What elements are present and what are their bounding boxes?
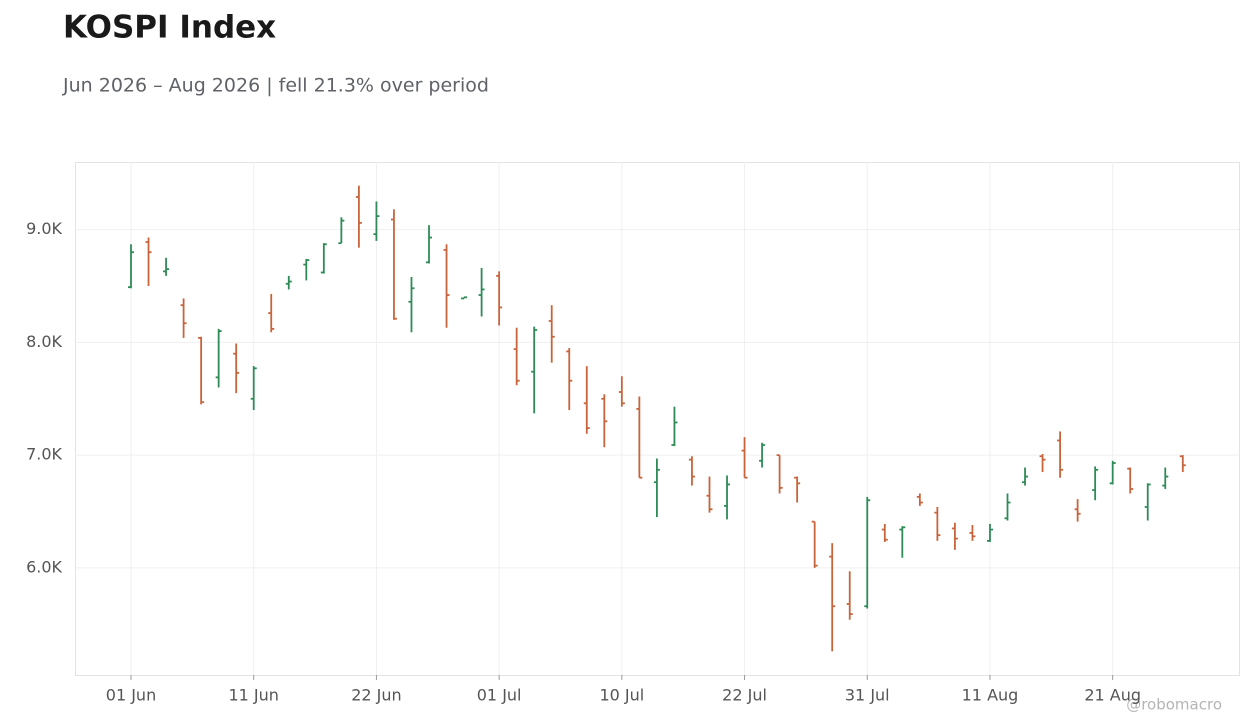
x-tick-label: 11 Aug [962, 686, 1019, 705]
chart-title: KOSPI Index [63, 10, 276, 46]
x-tick-label: 22 Jul [722, 686, 767, 705]
x-tick-label: 31 Jul [845, 686, 890, 705]
x-tick-label: 10 Jul [599, 686, 644, 705]
x-tick-label: 22 Jun [351, 686, 401, 705]
chart-subtitle: Jun 2026 – Aug 2026 | fell 21.3% over pe… [62, 75, 489, 97]
x-tick-label: 11 Jun [228, 686, 278, 705]
x-tick-label: 21 Aug [1084, 686, 1141, 705]
y-tick-label: 7.0K [26, 445, 62, 464]
y-tick-label: 6.0K [26, 557, 62, 576]
x-tick-label: 01 Jun [106, 686, 156, 705]
watermark: @robomacro [1126, 696, 1222, 714]
plot-frame [75, 162, 1240, 676]
x-tick-label: 01 Jul [477, 686, 522, 705]
y-tick-label: 8.0K [26, 332, 62, 351]
y-tick-label: 9.0K [26, 219, 62, 238]
